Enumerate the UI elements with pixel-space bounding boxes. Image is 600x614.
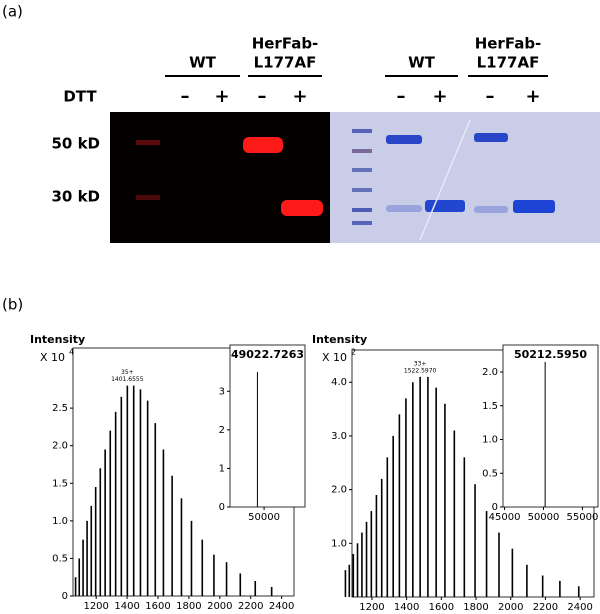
x-tick-label: 1400 xyxy=(394,602,419,613)
y-tick-label: 2.0 xyxy=(52,441,68,452)
lane-label: – xyxy=(258,86,267,107)
lane-label: – xyxy=(397,86,406,107)
mz-label: 1401.6555 xyxy=(111,376,144,383)
x-tick-label: 45000 xyxy=(489,512,521,523)
group-label: L177AF xyxy=(254,54,317,72)
y-tick-label: 1.0 xyxy=(482,435,498,446)
x-tick-label: 1200 xyxy=(359,602,384,613)
x-tick-label: 1800 xyxy=(176,601,201,612)
y-tick-label: 1.0 xyxy=(331,538,347,549)
row-label: DTT xyxy=(63,88,97,106)
x-tick-label: 55000 xyxy=(567,512,599,523)
y-tick-label: 0 xyxy=(219,502,225,513)
plot-frame xyxy=(229,344,306,508)
x-tick-label: 1600 xyxy=(429,602,454,613)
x-tick-label: 1800 xyxy=(463,602,488,613)
group-label: L177AF xyxy=(477,54,540,72)
y-exponent: 2 xyxy=(351,348,356,357)
y-multiplier: X 10 xyxy=(40,351,65,364)
size-marker: 30 kD xyxy=(51,188,100,206)
y-tick-label: 4.0 xyxy=(331,377,347,388)
x-tick-label: 50000 xyxy=(528,512,560,523)
y-tick-label: 1.5 xyxy=(52,478,68,489)
x-tick-label: 1200 xyxy=(83,601,108,612)
y-tick-label: 0.5 xyxy=(482,468,498,479)
y-tick-label: 1.5 xyxy=(482,401,498,412)
y-tick-label: 2.0 xyxy=(482,367,498,378)
lane-label: + xyxy=(525,86,540,107)
y-tick-label: 0 xyxy=(62,591,68,602)
group-label: HerFab- xyxy=(475,35,542,53)
group-label: WT xyxy=(189,54,217,72)
lane-label: + xyxy=(214,86,229,107)
lane-label: – xyxy=(181,86,190,107)
x-tick-label: 2000 xyxy=(498,602,523,613)
charge-label: 35+ xyxy=(121,369,134,376)
x-tick-label: 1600 xyxy=(145,601,170,612)
x-tick-label: 2400 xyxy=(269,601,294,612)
y-tick-label: 2 xyxy=(219,425,225,436)
size-marker: 50 kD xyxy=(51,135,100,153)
panel-label: (b) xyxy=(2,296,23,314)
lane-label: – xyxy=(486,86,495,107)
y-tick-label: 0.5 xyxy=(52,553,68,564)
y-tick-label: 1.0 xyxy=(52,516,68,527)
x-tick-label: 2200 xyxy=(238,601,263,612)
y-tick-label: 0 xyxy=(492,502,498,513)
y-tick-label: 3.0 xyxy=(331,431,347,442)
group-label: HerFab- xyxy=(252,35,319,53)
plot-frame xyxy=(502,344,599,508)
lane-label: + xyxy=(292,86,307,107)
y-tick-label: 1 xyxy=(219,463,225,474)
x-tick-label: 2200 xyxy=(533,602,558,613)
x-tick-label: 2000 xyxy=(207,601,232,612)
group-label: WT xyxy=(408,54,436,72)
y-tick-label: 2.0 xyxy=(331,485,347,496)
y-tick-label: 2.5 xyxy=(52,403,68,414)
mz-label: 1522.5970 xyxy=(404,367,437,374)
peak-label: 50212.5950 xyxy=(514,348,587,361)
fluorescent-gel xyxy=(110,112,330,243)
x-tick-label: 2400 xyxy=(567,602,592,613)
y-exponent: 4 xyxy=(69,348,74,357)
y-tick-label: 3 xyxy=(219,386,225,397)
y-axis-label: Intensity xyxy=(30,333,85,346)
charge-label: 33+ xyxy=(414,360,427,367)
x-tick-label: 1400 xyxy=(114,601,139,612)
x-tick-label: 50000 xyxy=(248,512,280,523)
peak-label: 49022.7263 xyxy=(231,348,304,361)
y-multiplier: X 10 xyxy=(322,351,347,364)
panel-label: (a) xyxy=(2,3,23,21)
y-axis-label: Intensity xyxy=(312,333,367,346)
coomassie-gel xyxy=(330,112,600,243)
lane-label: + xyxy=(432,86,447,107)
